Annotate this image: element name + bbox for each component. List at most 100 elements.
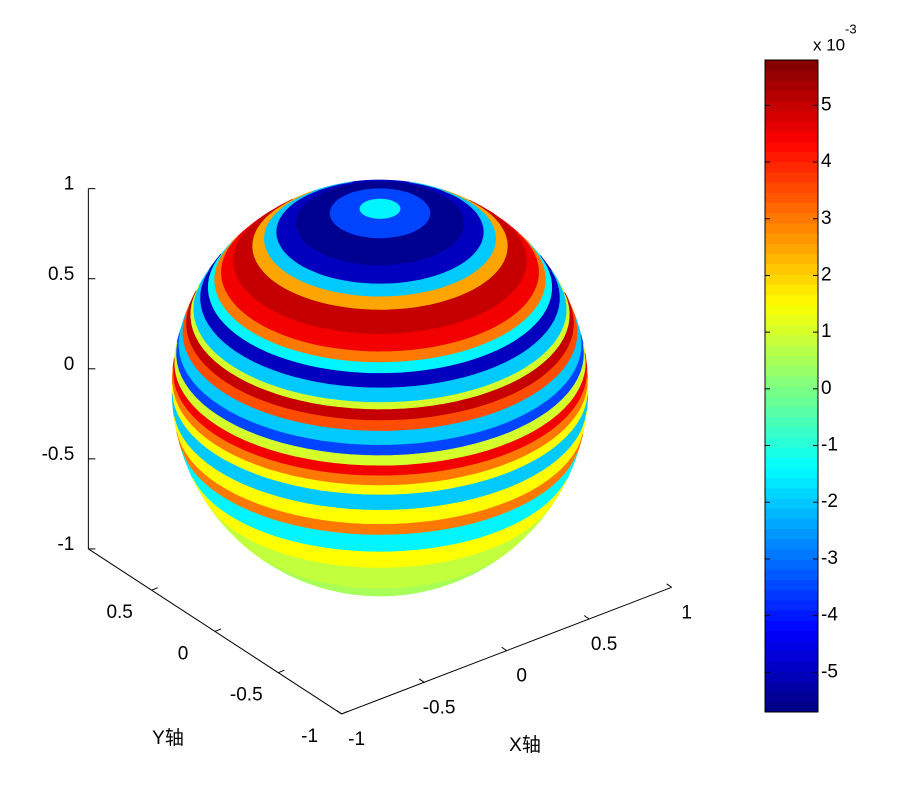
colorbar-swatch	[765, 243, 818, 255]
colorbar-swatch	[765, 110, 818, 122]
colorbar-swatch	[765, 640, 818, 652]
colorbar-swatch	[765, 233, 818, 244]
x-tick-label: 0	[516, 666, 527, 687]
colorbar-swatch	[765, 701, 818, 713]
colorbar-swatch	[765, 549, 818, 560]
x-axis-label: X轴	[509, 734, 541, 756]
x-tick-label: -1	[348, 729, 365, 750]
colorbar-tick-label: -2	[821, 491, 838, 512]
colorbar-swatch	[765, 355, 818, 367]
colorbar-swatch	[765, 447, 818, 458]
colorbar-swatch	[765, 508, 818, 519]
colorbar-swatch	[765, 569, 818, 581]
colorbar-swatch	[765, 538, 818, 550]
colorbar-swatch	[765, 60, 818, 71]
colorbar-tick-label: 0	[821, 378, 832, 399]
colorbar-swatch	[765, 263, 818, 275]
colorbar-swatch	[765, 589, 818, 601]
colorbar-swatch	[765, 80, 818, 92]
colorbar-swatch	[765, 314, 818, 326]
colorbar-swatch	[765, 650, 818, 662]
colorbar-swatch	[765, 151, 818, 163]
colorbar-swatch	[765, 610, 818, 621]
colorbar-swatch	[765, 131, 818, 142]
colorbar-swatch	[765, 202, 818, 214]
colorbar-swatch	[765, 528, 818, 540]
colorbar-swatch	[765, 436, 818, 448]
colorbar-tick-label: 3	[821, 208, 832, 229]
colorbar-swatch	[765, 182, 818, 193]
colorbar-swatch	[765, 294, 818, 305]
x-tick-label: -0.5	[423, 697, 456, 718]
colorbar-swatch	[765, 304, 818, 316]
y-tick	[341, 710, 348, 715]
colorbar-swatch	[765, 345, 818, 356]
colorbar-swatch	[765, 671, 818, 682]
colorbar-swatch	[765, 477, 818, 489]
colorbar-tick-label: -5	[821, 661, 838, 682]
colorbar-swatch	[765, 396, 818, 407]
z-tick-label: 0	[64, 354, 75, 375]
x-tick	[336, 710, 342, 715]
colorbar-swatch	[765, 212, 818, 224]
y-tick-label: -0.5	[230, 685, 263, 706]
colorbar-swatch	[765, 100, 818, 112]
colorbar-swatch	[765, 457, 818, 468]
colorbar-swatch	[765, 70, 818, 81]
x-tick	[666, 583, 672, 588]
colorbar-swatch	[765, 386, 818, 397]
surface-band	[262, 559, 496, 597]
colorbar-tick-label: 1	[821, 321, 832, 342]
colorbar-swatch	[765, 416, 818, 428]
colorbar-swatch	[765, 121, 818, 132]
colorbar-swatch	[765, 661, 818, 672]
colorbar-swatch	[765, 284, 818, 295]
colorbar-tick-label: 2	[821, 264, 832, 285]
colorbar-swatch	[765, 273, 818, 285]
z-tick-label: 0.5	[48, 264, 74, 285]
colorbar-exponent: -3	[845, 21, 857, 36]
colorbar-tick-label: 5	[821, 94, 832, 115]
x-tick-label: 0.5	[591, 634, 617, 655]
z-tick-label: 1	[64, 174, 75, 195]
colorbar-swatch	[765, 681, 818, 693]
colorbar-swatch	[765, 620, 818, 631]
colorbar-multiplier: x 10	[813, 35, 845, 54]
colorbar-tick-label: 4	[821, 151, 832, 172]
y-axis-label: Y轴	[152, 727, 184, 749]
y-tick-label: -1	[301, 726, 318, 747]
y-tick	[151, 587, 158, 591]
y-tick	[214, 628, 222, 632]
colorbar-swatch	[765, 172, 818, 183]
colorbar-swatch	[765, 335, 818, 346]
colorbar-frame	[764, 59, 819, 713]
colorbar-swatch	[765, 487, 818, 499]
colorbar-tick-label: -4	[821, 605, 838, 626]
x-axis-line	[341, 586, 672, 715]
colorbar-swatch	[765, 579, 818, 591]
colorbar-swatch	[765, 365, 818, 377]
x-tick	[583, 615, 590, 620]
colorbar-swatch	[765, 498, 818, 509]
y-tick-label: 0.5	[106, 602, 132, 623]
colorbar-swatch	[765, 691, 818, 703]
z-tick-label: -0.5	[42, 444, 75, 465]
colorbar-swatch	[765, 559, 818, 570]
colorbar-swatch	[765, 375, 818, 387]
x-tick	[418, 678, 425, 683]
colorbar-swatch	[765, 599, 818, 611]
x-tick-label: 1	[681, 602, 692, 623]
y-tick	[278, 669, 285, 674]
colorbar-swatch	[765, 253, 818, 265]
y-tick-label: 0	[178, 643, 189, 664]
colorbar-swatch	[765, 223, 818, 234]
colorbar-swatch	[765, 426, 818, 438]
colorbar-tick-label: -3	[821, 548, 838, 569]
colorbar-swatch	[765, 467, 818, 479]
colorbar-swatch	[765, 406, 818, 418]
colorbar-swatch	[765, 90, 818, 102]
colorbar-tick-label: -1	[821, 435, 838, 456]
colorbar-swatch	[765, 324, 818, 336]
colorbar-swatch	[765, 141, 818, 153]
